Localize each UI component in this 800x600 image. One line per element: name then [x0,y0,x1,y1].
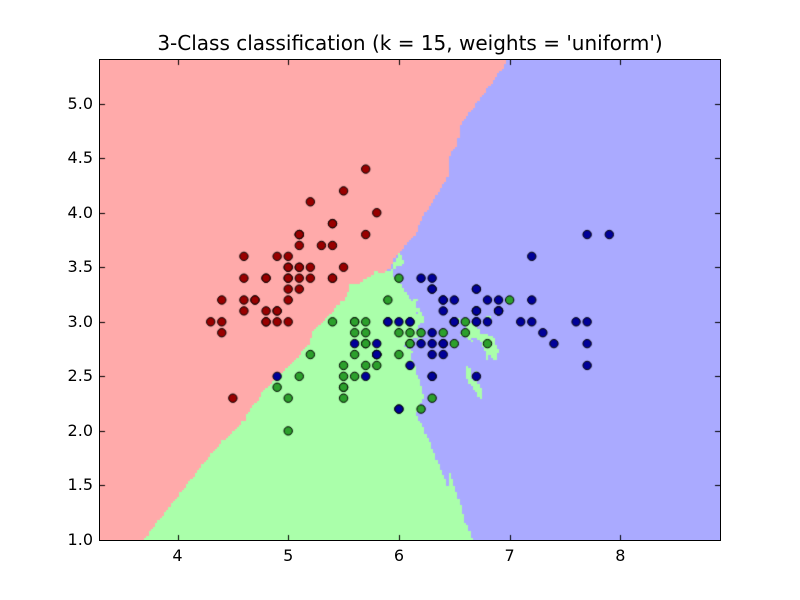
y-tick-label: 3.5 [67,257,93,277]
x-tick-label: 4 [172,546,183,565]
x-tick-label: 8 [615,546,626,565]
y-tick-label: 4.5 [67,148,93,168]
y-tick-label: 3.0 [67,311,93,331]
x-tick-label: 6 [393,546,405,565]
plot-frame [99,59,721,541]
plot-canvas [100,60,720,540]
y-tick-label: 1.5 [67,475,93,495]
y-tick-label: 4.0 [67,202,93,222]
y-tick-label: 5.0 [67,93,93,113]
chart-title: 3-Class classification (k = 15, weights … [157,31,663,55]
y-tick-label: 2.5 [67,366,93,386]
y-tick-label: 2.0 [67,420,93,440]
x-tick-label: 5 [283,546,294,565]
y-tick-label: 1.0 [67,530,93,549]
x-tick-label: 7 [504,546,515,565]
